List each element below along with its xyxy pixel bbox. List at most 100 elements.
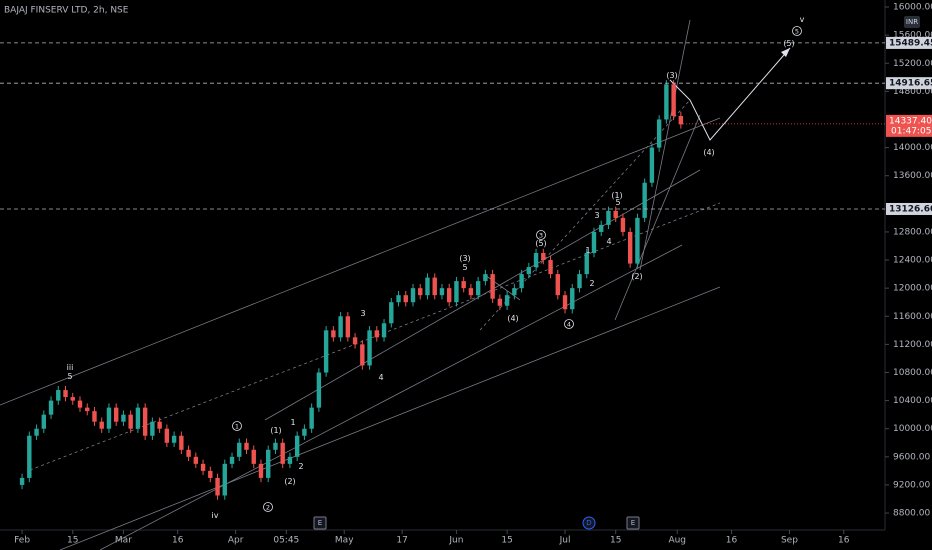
wave-label: (4) bbox=[703, 148, 714, 157]
x-tick-label: Apr bbox=[228, 536, 244, 546]
wave-label: iii bbox=[67, 363, 74, 372]
candle-body bbox=[649, 147, 655, 183]
candle-body bbox=[244, 442, 249, 450]
candle-body bbox=[215, 477, 220, 496]
candle-body bbox=[627, 231, 633, 264]
wave-circle bbox=[536, 230, 546, 240]
candle-body bbox=[483, 274, 488, 282]
y-tick-label: 8800.00 bbox=[893, 509, 930, 519]
candle-body bbox=[468, 288, 474, 296]
price-line-label-bg bbox=[886, 202, 932, 215]
candle-body bbox=[85, 407, 90, 412]
candle-body bbox=[41, 414, 46, 429]
candle-body bbox=[345, 316, 351, 338]
x-tick-label: Jun bbox=[448, 536, 463, 546]
y-tick-label: 12800.00 bbox=[893, 227, 932, 237]
price-line-label-bg bbox=[886, 36, 932, 49]
candle-body bbox=[302, 428, 307, 436]
wave-label: (3) bbox=[666, 71, 677, 80]
x-tick-label: 15 bbox=[67, 536, 78, 546]
candle-body bbox=[403, 295, 408, 303]
y-tick-label: 12000.00 bbox=[893, 284, 932, 294]
y-tick-label: 14000.00 bbox=[893, 143, 932, 153]
candle-body bbox=[92, 411, 97, 422]
candle-body bbox=[251, 449, 256, 464]
candle-body bbox=[150, 421, 155, 436]
candle-body bbox=[56, 390, 61, 401]
candle-body bbox=[316, 372, 322, 408]
x-tick-label: Mar bbox=[115, 536, 132, 546]
candle-body bbox=[157, 421, 162, 429]
x-tick-label: Jul bbox=[559, 536, 571, 546]
wave-label: 4 bbox=[378, 373, 383, 382]
candle-body bbox=[294, 435, 300, 457]
candle-body bbox=[367, 330, 372, 366]
y-tick-label: 12400.00 bbox=[893, 256, 932, 266]
y-tick-label: 9200.00 bbox=[893, 480, 930, 490]
candle-body bbox=[360, 344, 365, 366]
wave-label: 4 bbox=[567, 321, 571, 329]
wave-circle bbox=[263, 502, 273, 512]
candle-body bbox=[352, 337, 358, 345]
wave-label: v bbox=[800, 15, 805, 24]
x-tick-label: Feb bbox=[14, 536, 30, 546]
wave-label: 4 bbox=[606, 237, 611, 246]
wave-label: (5) bbox=[783, 39, 794, 48]
candle-body bbox=[128, 414, 133, 429]
projection-path bbox=[669, 47, 791, 141]
candle-body bbox=[562, 295, 568, 310]
candle-body bbox=[106, 407, 112, 429]
x-tick-label: 05:45 bbox=[273, 536, 299, 546]
wave-label: (1) bbox=[611, 191, 622, 200]
event-label: D bbox=[586, 519, 591, 527]
x-tick-label: 16 bbox=[172, 536, 184, 546]
projection-arrowhead bbox=[781, 48, 790, 57]
candle-body bbox=[642, 182, 647, 218]
wave-label: iv bbox=[212, 511, 219, 520]
wave-label: 2 bbox=[589, 279, 594, 288]
wave-label: (5) bbox=[535, 239, 546, 248]
candle-body bbox=[504, 295, 510, 306]
wave-label: (2) bbox=[284, 477, 295, 486]
candle-body bbox=[461, 281, 466, 289]
wave-label: (3) bbox=[459, 254, 470, 263]
event-label: E bbox=[631, 519, 635, 527]
wave-circle bbox=[792, 26, 802, 36]
candle-body bbox=[664, 84, 669, 120]
candle-body bbox=[171, 435, 177, 443]
wave-label: 5 bbox=[462, 263, 467, 272]
candle-body bbox=[570, 288, 575, 310]
candle-body bbox=[548, 260, 553, 275]
candle-body bbox=[410, 288, 416, 303]
candle-body bbox=[258, 463, 264, 478]
event-badge bbox=[582, 516, 596, 530]
candle-body bbox=[273, 442, 278, 450]
candle-body bbox=[475, 281, 481, 296]
candle-body bbox=[200, 463, 206, 471]
candle-body bbox=[63, 390, 68, 398]
candle-body bbox=[555, 274, 560, 296]
y-tick-label: 10400.00 bbox=[893, 396, 932, 406]
wave-label: 3 bbox=[360, 309, 365, 318]
price-line-label: 14916.65 bbox=[889, 79, 932, 89]
candle-body bbox=[497, 298, 503, 306]
last-price-label-bg bbox=[886, 114, 932, 137]
event-badge bbox=[626, 516, 640, 530]
candle-body bbox=[142, 407, 148, 436]
y-tick-label: 15200.00 bbox=[893, 59, 932, 69]
y-tick-label: 15600.00 bbox=[893, 31, 932, 41]
candle-body bbox=[287, 456, 293, 464]
candle-body bbox=[389, 302, 394, 324]
candle-body bbox=[164, 428, 170, 443]
y-tick-label: 16000.00 bbox=[893, 3, 932, 13]
y-tick-label: 11200.00 bbox=[893, 340, 932, 350]
candle-body bbox=[135, 407, 141, 429]
candle-body bbox=[526, 267, 532, 275]
candle-body bbox=[309, 407, 314, 429]
candle-body bbox=[381, 323, 387, 338]
event-label: E bbox=[318, 519, 322, 527]
candle-body bbox=[577, 274, 582, 289]
countdown: 01:47:05 bbox=[891, 126, 931, 136]
price-line-label: 13126.60 bbox=[889, 204, 932, 214]
candle-body bbox=[27, 435, 32, 478]
